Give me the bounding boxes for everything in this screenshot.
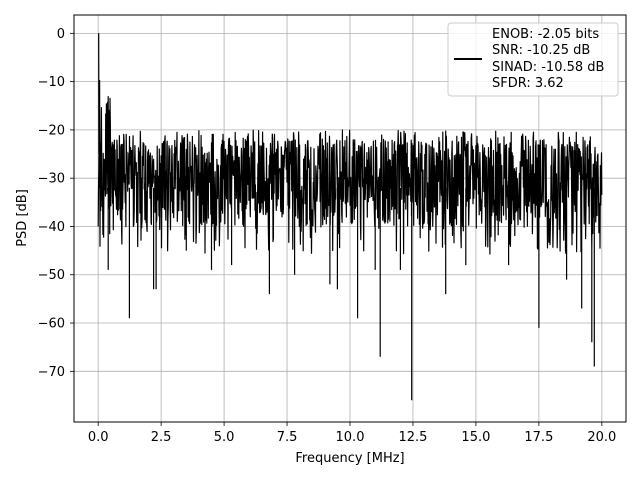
y-tick-label: −40 <box>38 220 65 235</box>
x-tick-label: 20.0 <box>587 430 616 445</box>
x-tick-label: 10.0 <box>336 430 365 445</box>
y-tick-label: −70 <box>38 365 65 380</box>
psd-trace-group <box>97 33 603 401</box>
legend: ENOB: -2.05 bits SNR: -10.25 dB SINAD: -… <box>447 22 619 97</box>
x-tick-label: 7.5 <box>277 430 298 445</box>
x-tick-label: 0.0 <box>88 430 109 445</box>
x-axis-ticks: 0.0 2.5 5.0 7.5 10.0 12.5 15.0 17.5 20.0 <box>88 422 616 445</box>
y-tick-label: −10 <box>38 75 65 90</box>
x-tick-label: 17.5 <box>524 430 553 445</box>
y-tick-label: −20 <box>38 123 65 138</box>
y-tick-label: −30 <box>38 172 65 187</box>
legend-sfdr: SFDR: 3.62 <box>492 76 564 91</box>
legend-box <box>447 22 619 97</box>
x-axis-label: Frequency [MHz] <box>295 451 404 466</box>
y-axis-ticks: 0 −10 −20 −30 −40 −50 −60 −70 <box>38 27 74 380</box>
legend-enob: ENOB: -2.05 bits <box>492 27 599 42</box>
y-tick-label: −60 <box>38 317 65 332</box>
x-tick-label: 12.5 <box>398 430 427 445</box>
psd-trace-line <box>97 33 603 401</box>
y-tick-label: −50 <box>38 268 65 283</box>
x-tick-label: 2.5 <box>151 430 172 445</box>
y-tick-label: 0 <box>57 27 65 42</box>
x-tick-label: 15.0 <box>461 430 490 445</box>
legend-snr: SNR: -10.25 dB <box>492 43 590 58</box>
y-axis-label: PSD [dB] <box>15 189 30 247</box>
x-tick-label: 5.0 <box>214 430 235 445</box>
legend-sinad: SINAD: -10.58 dB <box>492 60 604 75</box>
